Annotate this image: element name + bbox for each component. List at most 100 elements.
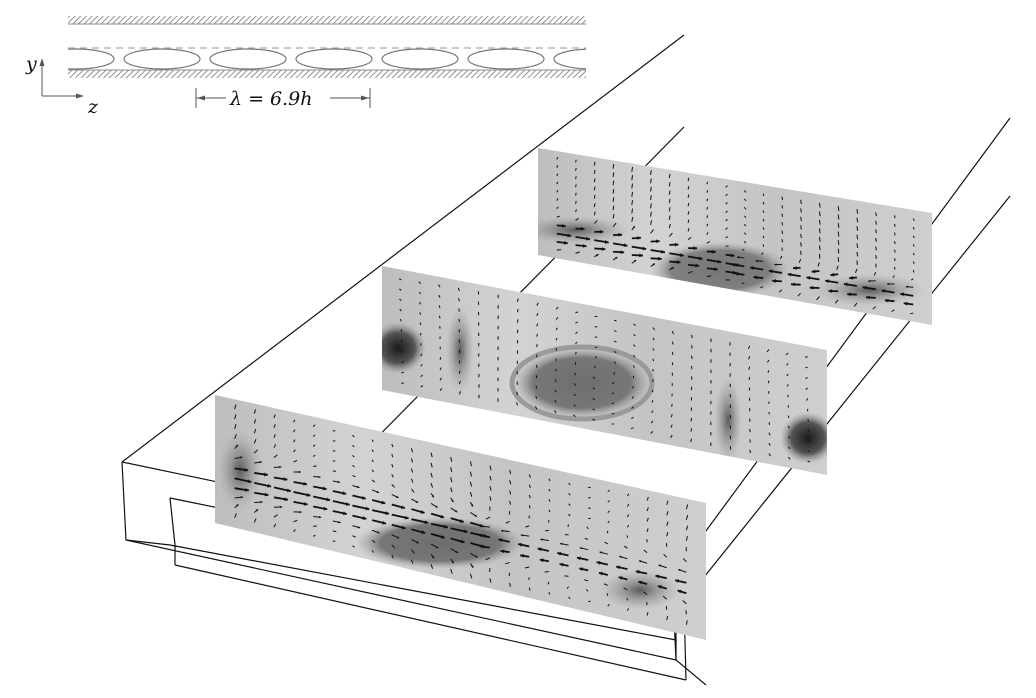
top-wall bbox=[68, 16, 586, 24]
velocity-vector-head bbox=[616, 565, 621, 570]
velocity-vector-head bbox=[345, 502, 350, 506]
velocity-vector bbox=[253, 429, 257, 434]
velocity-vector bbox=[478, 394, 480, 399]
velocity-vector bbox=[805, 356, 808, 358]
velocity-vector bbox=[410, 478, 414, 483]
velocity-vector bbox=[666, 510, 669, 516]
velocity-vector bbox=[762, 218, 765, 222]
velocity-vector bbox=[787, 456, 791, 460]
velocity-vector-head bbox=[303, 481, 307, 486]
velocity-vector bbox=[535, 385, 538, 389]
velocity-vector bbox=[787, 394, 789, 398]
velocity-vector bbox=[613, 340, 617, 343]
velocity-vector bbox=[807, 429, 810, 432]
velocity-vector bbox=[627, 493, 630, 497]
velocity-vector-head bbox=[671, 267, 674, 270]
velocity-vector bbox=[687, 202, 690, 207]
velocity-vector bbox=[652, 358, 655, 362]
velocity-vector bbox=[509, 490, 512, 495]
velocity-vector-head bbox=[843, 282, 848, 287]
velocity-vector bbox=[592, 387, 596, 390]
velocity-vector bbox=[312, 444, 316, 447]
velocity-vector-head bbox=[693, 246, 698, 251]
velocity-vector bbox=[630, 427, 634, 430]
velocity-vector bbox=[516, 402, 518, 406]
velocity-vector bbox=[293, 429, 296, 433]
velocity-vector bbox=[573, 404, 576, 407]
velocity-vector-head bbox=[655, 574, 660, 579]
velocity-vector bbox=[594, 356, 598, 359]
velocity-vector bbox=[593, 194, 596, 199]
velocity-vector bbox=[253, 419, 257, 424]
velocity-vector bbox=[469, 461, 472, 467]
velocity-vector bbox=[631, 191, 634, 197]
velocity-vector bbox=[253, 409, 257, 414]
velocity-vector bbox=[592, 397, 596, 400]
velocity-vector bbox=[786, 384, 789, 387]
velocity-vector-head bbox=[736, 256, 740, 259]
velocity-vector-head bbox=[264, 472, 268, 477]
velocity-vector-head bbox=[567, 233, 572, 238]
velocity-vector bbox=[273, 434, 276, 438]
velocity-vector bbox=[668, 198, 671, 204]
velocity-vector bbox=[670, 424, 673, 428]
velocity-vector-head bbox=[440, 514, 445, 519]
velocity-vector bbox=[650, 178, 652, 184]
velocity-vector bbox=[391, 484, 395, 488]
velocity-vector-head bbox=[431, 555, 435, 559]
inset-vortex-cell bbox=[467, 48, 545, 70]
y-axis-arrowhead bbox=[39, 58, 45, 66]
velocity-vector bbox=[612, 180, 615, 186]
velocity-vector bbox=[687, 270, 693, 274]
box-inner-bottom bbox=[125, 539, 677, 661]
velocity-vector bbox=[352, 444, 355, 448]
velocity-vector bbox=[650, 211, 652, 217]
velocity-vector-head bbox=[478, 533, 483, 538]
velocity-vector bbox=[875, 212, 877, 217]
velocity-vector bbox=[293, 529, 296, 533]
velocity-vector bbox=[509, 480, 512, 485]
velocity-vector bbox=[652, 348, 655, 351]
velocity-vector bbox=[612, 164, 615, 169]
velocity-vector bbox=[662, 595, 668, 600]
velocity-vector bbox=[418, 291, 422, 295]
velocity-vector-head bbox=[460, 539, 465, 544]
velocity-vector-head bbox=[501, 529, 504, 533]
velocity-vector-head bbox=[361, 495, 366, 500]
velocity-vector bbox=[633, 344, 636, 347]
velocity-vector-head bbox=[239, 456, 243, 459]
velocity-vector bbox=[837, 223, 840, 229]
velocity-vector bbox=[575, 167, 577, 171]
velocity-vector bbox=[593, 203, 596, 208]
velocity-vector-head bbox=[362, 516, 367, 520]
velocity-vector bbox=[234, 513, 237, 518]
velocity-vector bbox=[612, 222, 617, 228]
velocity-vector bbox=[781, 196, 784, 201]
velocity-vector-head bbox=[381, 500, 386, 505]
velocity-vector bbox=[706, 206, 709, 210]
velocity-vector bbox=[685, 514, 689, 520]
velocity-vector bbox=[623, 587, 628, 591]
velocity-vector-head bbox=[299, 510, 302, 514]
velocity-vector bbox=[548, 509, 551, 513]
velocity-vector bbox=[633, 365, 635, 368]
velocity-vector-head bbox=[474, 514, 477, 517]
velocity-vector bbox=[575, 341, 578, 345]
velocity-vector bbox=[856, 217, 859, 223]
velocity-vector bbox=[682, 558, 687, 563]
velocity-vector-head bbox=[679, 253, 684, 257]
velocity-vector-head bbox=[306, 493, 311, 497]
velocity-vector bbox=[685, 620, 688, 625]
velocity-vector bbox=[797, 292, 802, 297]
far-plane-streak-right bbox=[815, 274, 925, 306]
velocity-vector bbox=[910, 312, 914, 315]
velocity-vector-head bbox=[284, 497, 289, 502]
velocity-vector bbox=[650, 195, 652, 201]
velocity-vector bbox=[592, 376, 596, 380]
velocity-vector-head bbox=[734, 272, 739, 276]
velocity-vector bbox=[743, 190, 747, 193]
velocity-vector bbox=[646, 517, 649, 522]
velocity-vector bbox=[528, 587, 531, 591]
velocity-vector bbox=[469, 481, 473, 487]
